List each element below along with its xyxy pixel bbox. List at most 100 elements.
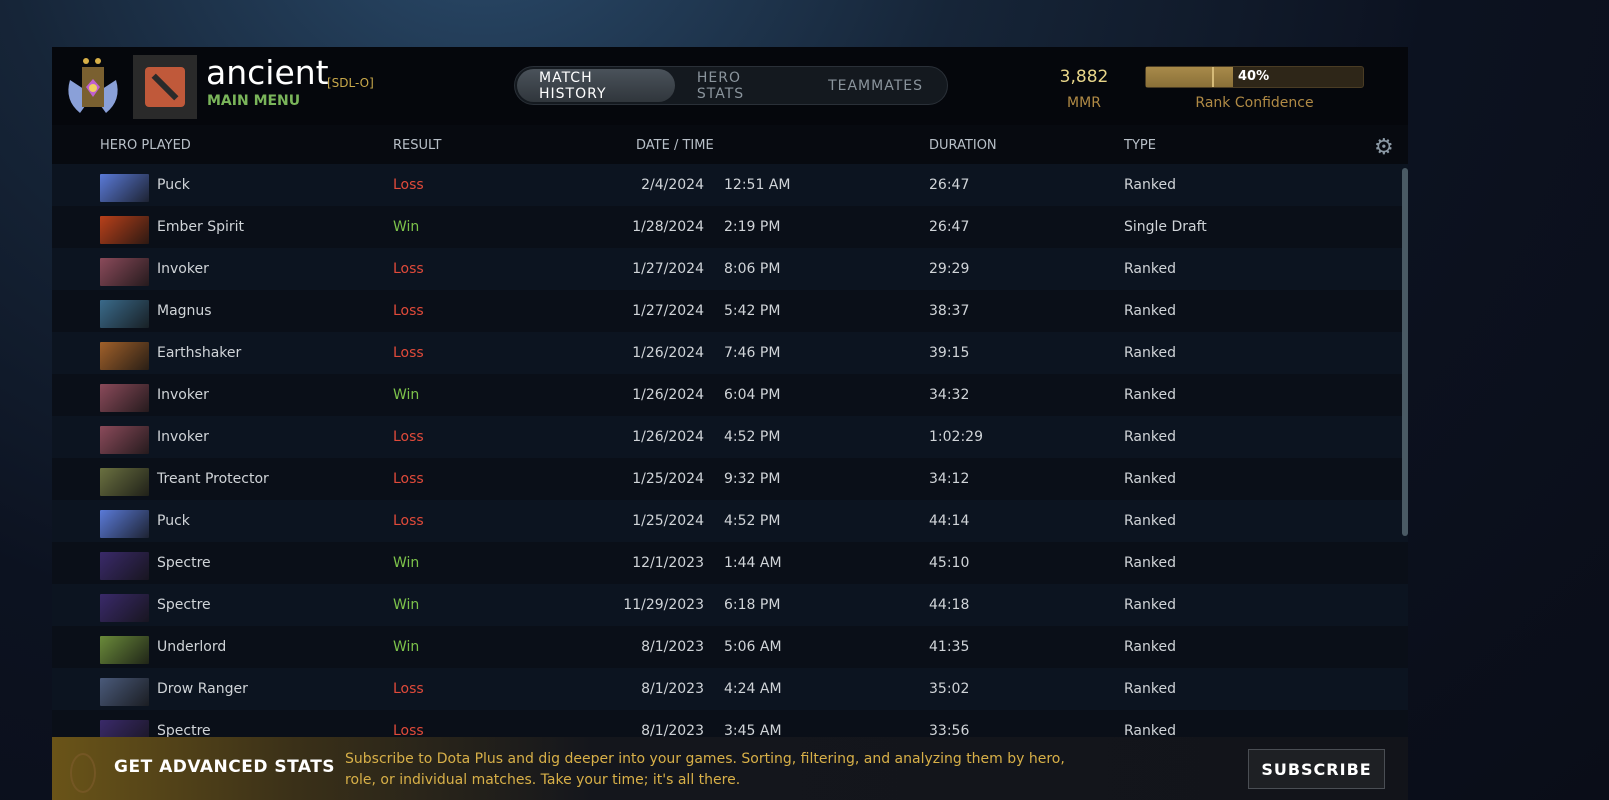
hero-portrait-icon (100, 594, 149, 622)
match-type: Ranked (1124, 387, 1176, 403)
column-header-date[interactable]: DATE / TIME (636, 138, 714, 153)
banner-title: GET ADVANCED STATS (114, 757, 336, 777)
match-result: Loss (393, 261, 424, 277)
tab-bar: MATCH HISTORY HERO STATS TEAMMATES (514, 66, 948, 105)
hero-name: Spectre (157, 555, 211, 571)
profile-name: ancient (206, 53, 329, 92)
match-type: Ranked (1124, 261, 1176, 277)
match-result: Loss (393, 681, 424, 697)
tab-hero-stats[interactable]: HERO STATS (696, 69, 745, 102)
match-duration: 34:32 (929, 387, 970, 403)
table-row[interactable]: Drow Ranger Loss 8/1/2023 4:24 AM 35:02 … (52, 668, 1408, 710)
header: ancient [SDL-O] MAIN MENU MATCH HISTORY … (52, 47, 1408, 125)
table-row[interactable]: Magnus Loss 1/27/2024 5:42 PM 38:37 Rank… (52, 290, 1408, 332)
hero-name: Drow Ranger (157, 681, 248, 697)
match-list: Puck Loss 2/4/2024 12:51 AM 26:47 Ranked… (52, 164, 1408, 737)
column-header-result[interactable]: RESULT (393, 138, 442, 153)
table-row[interactable]: Invoker Loss 1/27/2024 8:06 PM 29:29 Ran… (52, 248, 1408, 290)
match-result: Loss (393, 177, 424, 193)
tab-match-history[interactable]: MATCH HISTORY (517, 69, 675, 102)
table-row[interactable]: Spectre Win 11/29/2023 6:18 PM 44:18 Ran… (52, 584, 1408, 626)
table-row[interactable]: Invoker Loss 1/26/2024 4:52 PM 1:02:29 R… (52, 416, 1408, 458)
subscribe-button[interactable]: SUBSCRIBE (1248, 749, 1385, 789)
match-date: 12/1/2023 (632, 555, 704, 571)
hero-name: Puck (157, 177, 190, 193)
match-duration: 38:37 (929, 303, 970, 319)
match-result: Win (393, 387, 420, 403)
match-result: Loss (393, 345, 424, 361)
match-date: 2/4/2024 (641, 177, 704, 193)
confidence-percent: 40% (1238, 69, 1270, 84)
match-time: 3:45 AM (724, 723, 782, 737)
column-header-type[interactable]: TYPE (1124, 138, 1156, 153)
match-result: Loss (393, 723, 424, 737)
mmr-label: MMR (1067, 95, 1101, 111)
hero-portrait-icon (100, 720, 149, 737)
column-header-hero[interactable]: HERO PLAYED (100, 138, 191, 153)
confidence-label: Rank Confidence (1195, 95, 1314, 111)
match-duration: 45:10 (929, 555, 970, 571)
match-date: 1/25/2024 (632, 471, 704, 487)
table-row[interactable]: Puck Loss 2/4/2024 12:51 AM 26:47 Ranked (52, 164, 1408, 206)
match-type: Ranked (1124, 723, 1176, 737)
match-date: 1/27/2024 (632, 261, 704, 277)
hero-name: Magnus (157, 303, 212, 319)
banner-text: Subscribe to Dota Plus and dig deeper in… (345, 751, 1065, 788)
match-time: 8:06 PM (724, 261, 781, 277)
hero-portrait-icon (100, 342, 149, 370)
mmr-value: 3,882 (1059, 67, 1109, 87)
hero-portrait-icon (100, 510, 149, 538)
dota-logo[interactable] (133, 55, 197, 119)
hero-portrait-icon (100, 426, 149, 454)
match-duration: 1:02:29 (929, 429, 983, 445)
match-time: 6:18 PM (724, 597, 781, 613)
table-row[interactable]: Underlord Win 8/1/2023 5:06 AM 41:35 Ran… (52, 626, 1408, 668)
match-type: Ranked (1124, 471, 1176, 487)
match-date: 8/1/2023 (641, 681, 704, 697)
table-row[interactable]: Treant Protector Loss 1/25/2024 9:32 PM … (52, 458, 1408, 500)
match-duration: 34:12 (929, 471, 970, 487)
match-duration: 29:29 (929, 261, 970, 277)
hero-name: Invoker (157, 387, 209, 403)
match-result: Win (393, 555, 420, 571)
gear-icon[interactable]: ⚙ (1374, 135, 1394, 160)
table-row[interactable]: Spectre Loss 8/1/2023 3:45 AM 33:56 Rank… (52, 710, 1408, 737)
match-time: 5:42 PM (724, 303, 781, 319)
match-duration: 33:56 (929, 723, 970, 737)
match-result: Loss (393, 429, 424, 445)
match-type: Ranked (1124, 555, 1176, 571)
tab-teammates[interactable]: TEAMMATES (828, 77, 923, 94)
match-time: 4:52 PM (724, 513, 781, 529)
match-result: Loss (393, 513, 424, 529)
main-menu-link[interactable]: MAIN MENU (207, 93, 301, 109)
hero-portrait-icon (100, 468, 149, 496)
match-type: Ranked (1124, 303, 1176, 319)
table-row[interactable]: Puck Loss 1/25/2024 4:52 PM 44:14 Ranked (52, 500, 1408, 542)
column-header-duration[interactable]: DURATION (929, 138, 997, 153)
hero-portrait-icon (100, 258, 149, 286)
match-duration: 44:14 (929, 513, 970, 529)
match-result: Loss (393, 471, 424, 487)
hero-name: Puck (157, 513, 190, 529)
match-type: Ranked (1124, 681, 1176, 697)
profile-tag: [SDL-O] (327, 76, 374, 90)
table-row[interactable]: Invoker Win 1/26/2024 6:04 PM 34:32 Rank… (52, 374, 1408, 416)
scrollbar[interactable] (1402, 168, 1408, 536)
match-duration: 26:47 (929, 177, 970, 193)
match-duration: 35:02 (929, 681, 970, 697)
match-duration: 41:35 (929, 639, 970, 655)
match-date: 1/28/2024 (632, 219, 704, 235)
rank-medal-icon (68, 58, 118, 113)
match-date: 8/1/2023 (641, 639, 704, 655)
table-row[interactable]: Spectre Win 12/1/2023 1:44 AM 45:10 Rank… (52, 542, 1408, 584)
match-type: Ranked (1124, 345, 1176, 361)
match-duration: 44:18 (929, 597, 970, 613)
table-row[interactable]: Earthshaker Loss 1/26/2024 7:46 PM 39:15… (52, 332, 1408, 374)
match-duration: 26:47 (929, 219, 970, 235)
dota-plus-icon (70, 753, 96, 793)
match-result: Win (393, 219, 420, 235)
match-time: 5:06 AM (724, 639, 782, 655)
match-result: Loss (393, 303, 424, 319)
hero-name: Spectre (157, 597, 211, 613)
table-row[interactable]: Ember Spirit Win 1/28/2024 2:19 PM 26:47… (52, 206, 1408, 248)
